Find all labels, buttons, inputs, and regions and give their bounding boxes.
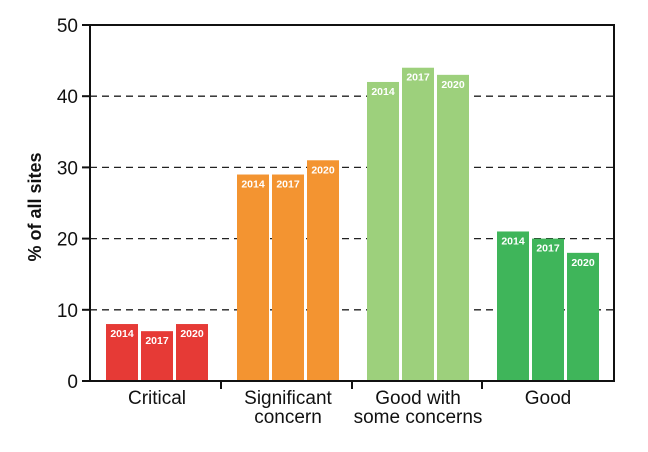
category-label: Critical bbox=[128, 388, 186, 409]
y-tick-label: 30 bbox=[57, 158, 78, 179]
bar bbox=[141, 331, 173, 381]
bar bbox=[497, 231, 529, 381]
bars: 2014 2017 2020 2014 2017 2020 2014 2017 2020 2014… bbox=[106, 67, 599, 382]
bar bbox=[106, 324, 138, 381]
y-tick-label: 50 bbox=[57, 16, 78, 37]
bar bbox=[307, 160, 339, 381]
bar bbox=[567, 252, 599, 381]
y-tick-label: 40 bbox=[57, 87, 78, 108]
bar bbox=[367, 81, 399, 382]
y-tick-label: 0 bbox=[67, 372, 78, 393]
bar-year-label: 2017 bbox=[406, 72, 430, 84]
bar-year-label: 2014 bbox=[501, 235, 525, 247]
bar-year-label: 2017 bbox=[536, 243, 560, 255]
category-label: Significant bbox=[244, 388, 332, 409]
bar-year-label: 2020 bbox=[180, 328, 204, 340]
bar bbox=[532, 238, 564, 381]
category-label: concern bbox=[254, 407, 322, 428]
category-label: Good with bbox=[375, 388, 461, 409]
category-label: some concerns bbox=[354, 407, 483, 428]
bar bbox=[272, 174, 304, 381]
y-tick-label: 20 bbox=[57, 230, 78, 251]
bar-year-label: 2020 bbox=[441, 79, 465, 91]
bar-year-label: 2020 bbox=[571, 257, 595, 269]
y-axis-label: % of all sites bbox=[25, 152, 45, 261]
bar bbox=[402, 67, 434, 381]
bar bbox=[237, 174, 269, 381]
bar-year-label: 2017 bbox=[276, 179, 300, 191]
y-axis-ticks: 0 10 20 30 40 50 bbox=[57, 16, 90, 393]
bar-year-label: 2017 bbox=[145, 335, 169, 347]
bar-year-label: 2014 bbox=[371, 86, 395, 98]
y-tick-label: 10 bbox=[57, 301, 78, 322]
bar-year-label: 2014 bbox=[241, 179, 265, 191]
bar-year-label: 2014 bbox=[110, 328, 134, 340]
bar bbox=[437, 74, 469, 381]
bar-year-label: 2020 bbox=[311, 164, 335, 176]
plot-frame bbox=[89, 24, 615, 389]
category-label: Good bbox=[525, 388, 571, 409]
bar bbox=[176, 324, 208, 381]
